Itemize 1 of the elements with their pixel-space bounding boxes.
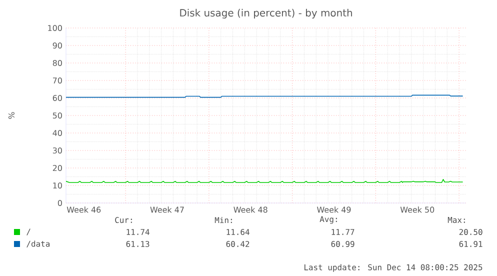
- chart-title: Disk usage (in percent) - by month: [180, 8, 352, 19]
